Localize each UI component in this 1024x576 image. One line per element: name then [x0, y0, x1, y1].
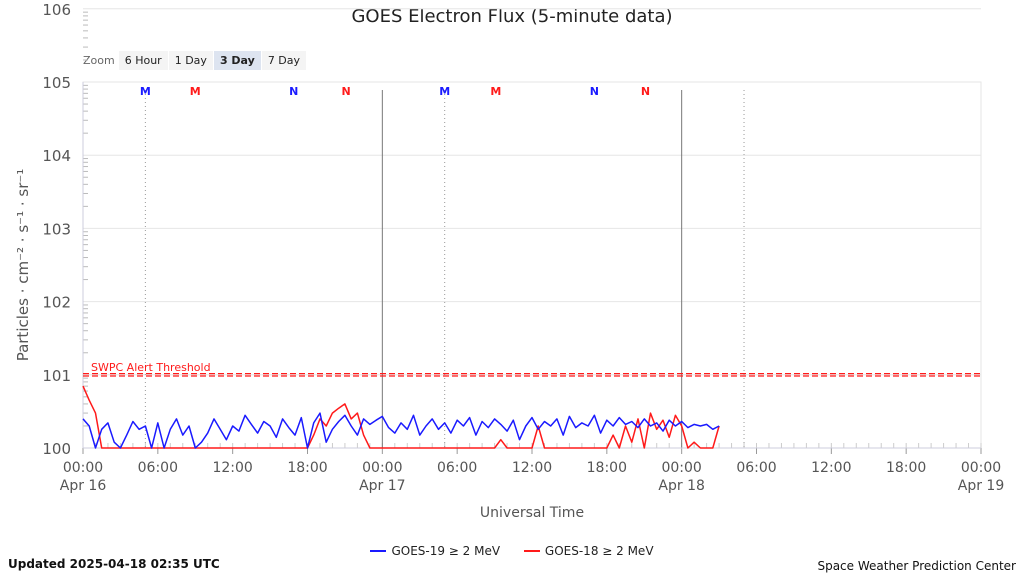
- legend-item-goes18[interactable]: GOES-18 ≥ 2 MeV: [523, 544, 654, 558]
- x-tick-label: 18:00: [587, 460, 627, 476]
- x-tick-date-label: Apr 17: [359, 478, 405, 494]
- x-tick-date-label: Apr 16: [60, 478, 107, 494]
- y-tick-label: 103: [42, 220, 71, 238]
- x-tick-label: 00:00: [661, 460, 701, 476]
- x-axis-title: Universal Time: [480, 505, 584, 521]
- x-tick-label: 06:00: [736, 460, 776, 476]
- position-marker: M: [490, 85, 501, 98]
- x-tick-label: 00:00: [961, 460, 1001, 476]
- legend-label-goes19: GOES-19 ≥ 2 MeV: [391, 544, 501, 558]
- x-tick-label: 12:00: [811, 460, 851, 476]
- x-tick-label: 00:00: [362, 460, 402, 476]
- plot-area: [82, 81, 982, 449]
- x-tick-label: 18:00: [287, 460, 327, 476]
- zoom-toolbar: Zoom 6 Hour 1 Day 3 Day 7 Day: [83, 50, 307, 70]
- x-tick-label: 12:00: [212, 460, 252, 476]
- zoom-label: Zoom: [83, 53, 115, 67]
- position-marker: N: [590, 85, 599, 98]
- position-marker: M: [140, 85, 151, 98]
- legend-label-goes18: GOES-18 ≥ 2 MeV: [544, 544, 654, 558]
- y-tick-label: 100: [42, 440, 71, 458]
- position-marker: N: [342, 85, 351, 98]
- chart-title: GOES Electron Flux (5-minute data): [351, 6, 673, 27]
- updated-timestamp: Updated 2025-04-18 02:35 UTC: [8, 557, 220, 571]
- zoom-7-day-button[interactable]: 7 Day: [261, 50, 307, 70]
- y-tick-label: 106: [42, 1, 71, 19]
- y-tick-label: 105: [42, 74, 71, 92]
- threshold-label: SWPC Alert Threshold: [91, 361, 211, 374]
- x-tick-label: 00:00: [63, 460, 103, 476]
- zoom-6-hour-button[interactable]: 6 Hour: [118, 50, 168, 70]
- chart-legend: GOES-19 ≥ 2 MeV GOES-18 ≥ 2 MeV: [0, 541, 1024, 558]
- y-tick-label: 102: [42, 294, 71, 312]
- x-tick-label: 12:00: [512, 460, 552, 476]
- x-tick-date-label: Apr 18: [658, 478, 704, 494]
- position-marker: N: [289, 85, 298, 98]
- series-line-goes18: [82, 385, 720, 449]
- x-tick-label: 18:00: [886, 460, 926, 476]
- series-line-goes19: [82, 412, 720, 449]
- legend-item-goes19[interactable]: GOES-19 ≥ 2 MeV: [370, 544, 500, 558]
- x-tick-date-label: Apr 19: [958, 478, 1004, 494]
- y-tick-label: 104: [42, 147, 71, 165]
- x-tick-label: 06:00: [138, 460, 178, 476]
- position-marker: M: [439, 85, 450, 98]
- position-marker: N: [641, 85, 650, 98]
- credit-label: Space Weather Prediction Center: [817, 559, 1016, 573]
- legend-swatch-goes19: [370, 550, 387, 552]
- y-tick-label: 101: [42, 367, 71, 385]
- zoom-3-day-button[interactable]: 3 Day: [213, 50, 261, 70]
- x-tick-label: 06:00: [437, 460, 477, 476]
- legend-swatch-goes18: [523, 550, 540, 552]
- zoom-1-day-button[interactable]: 1 Day: [168, 50, 213, 70]
- position-marker: M: [190, 85, 201, 98]
- y-axis-title: Particles · cm⁻² · s⁻¹ · sr⁻¹: [14, 169, 32, 362]
